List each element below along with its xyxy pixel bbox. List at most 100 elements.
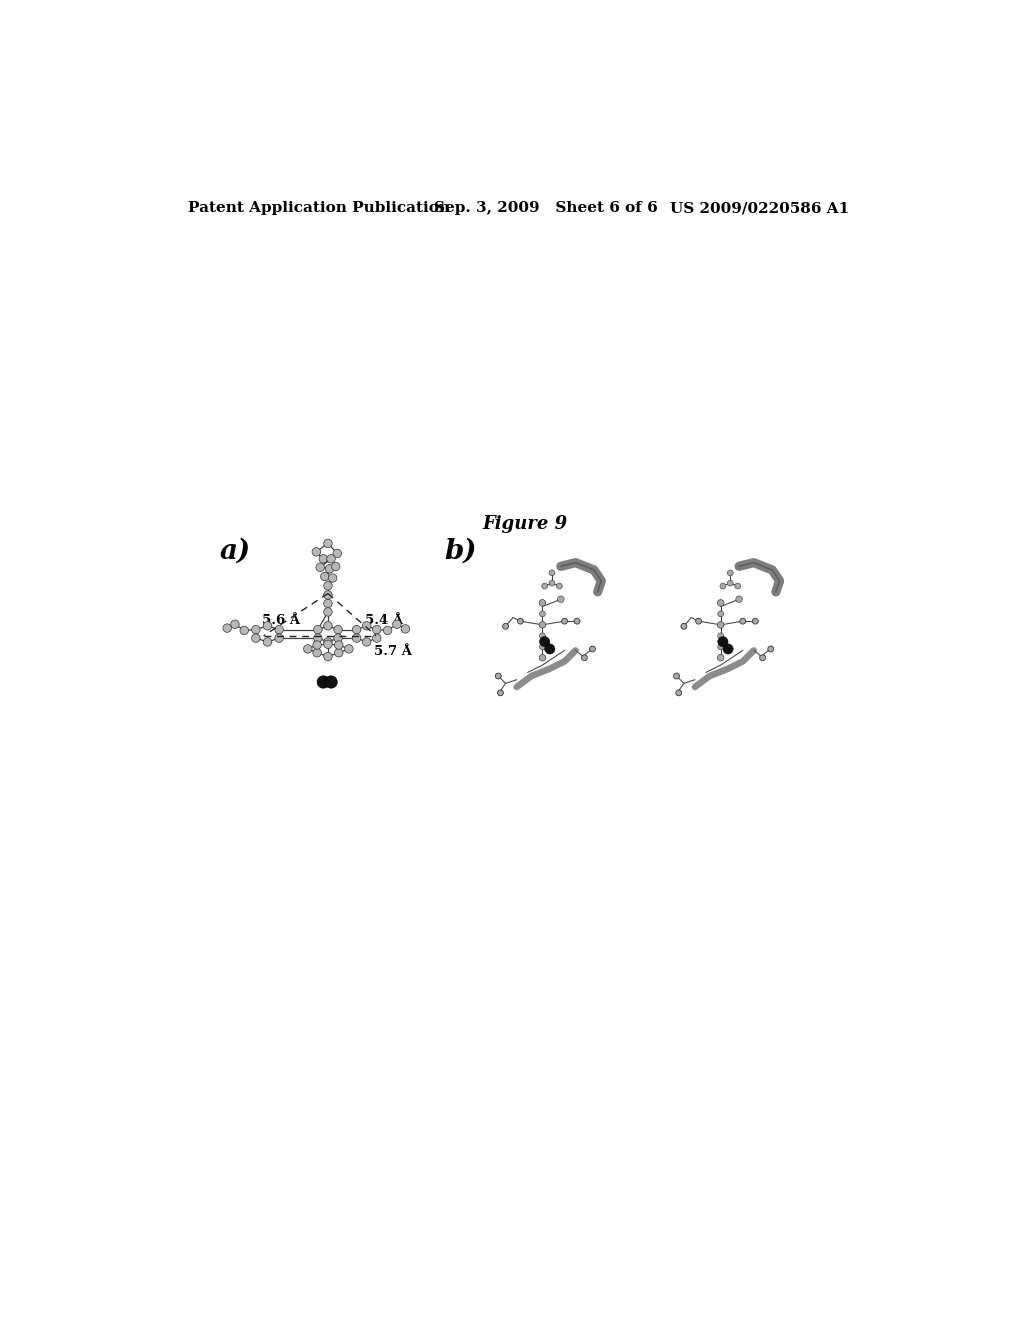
Circle shape — [590, 645, 595, 652]
Text: Figure 9: Figure 9 — [482, 515, 567, 533]
Circle shape — [313, 634, 323, 643]
Text: Patent Application Publication: Patent Application Publication — [188, 202, 451, 215]
Circle shape — [496, 673, 501, 678]
Circle shape — [539, 655, 546, 661]
Circle shape — [540, 644, 546, 649]
Circle shape — [240, 626, 249, 635]
Circle shape — [333, 549, 342, 557]
Circle shape — [539, 599, 546, 606]
Circle shape — [324, 582, 332, 590]
Circle shape — [362, 638, 371, 647]
Circle shape — [718, 622, 724, 628]
Circle shape — [319, 554, 328, 564]
Circle shape — [252, 634, 260, 643]
Circle shape — [325, 676, 337, 688]
Circle shape — [373, 626, 381, 634]
Circle shape — [718, 599, 724, 606]
Circle shape — [274, 634, 284, 643]
Circle shape — [263, 638, 271, 647]
Circle shape — [324, 638, 332, 647]
Circle shape — [223, 624, 231, 632]
Circle shape — [345, 644, 353, 653]
Circle shape — [316, 564, 325, 572]
Circle shape — [676, 690, 682, 696]
Circle shape — [498, 690, 504, 696]
Circle shape — [574, 618, 580, 624]
Circle shape — [545, 644, 555, 655]
Circle shape — [324, 652, 332, 661]
Circle shape — [324, 607, 332, 616]
Circle shape — [718, 655, 724, 661]
Circle shape — [335, 648, 343, 657]
Text: 5.6 Å: 5.6 Å — [262, 614, 300, 627]
Circle shape — [313, 640, 322, 649]
Circle shape — [317, 676, 330, 688]
Circle shape — [324, 640, 332, 648]
Circle shape — [681, 623, 687, 630]
Text: US 2009/0220586 A1: US 2009/0220586 A1 — [671, 202, 850, 215]
Circle shape — [542, 583, 548, 589]
Circle shape — [540, 611, 546, 616]
Circle shape — [324, 591, 332, 599]
Circle shape — [313, 648, 322, 657]
Circle shape — [326, 565, 334, 573]
Circle shape — [540, 655, 546, 661]
Circle shape — [718, 636, 728, 647]
Circle shape — [734, 583, 740, 589]
Circle shape — [582, 655, 588, 661]
Circle shape — [720, 583, 726, 589]
Circle shape — [718, 622, 724, 628]
Text: a): a) — [219, 537, 251, 565]
Circle shape — [539, 622, 546, 628]
Circle shape — [739, 618, 745, 624]
Circle shape — [321, 573, 329, 581]
Text: b): b) — [444, 537, 477, 565]
Circle shape — [674, 673, 680, 678]
Circle shape — [334, 634, 342, 643]
Circle shape — [561, 618, 567, 624]
Circle shape — [335, 640, 343, 649]
Circle shape — [327, 554, 335, 564]
Circle shape — [540, 622, 546, 628]
Circle shape — [392, 620, 401, 628]
Circle shape — [549, 581, 555, 586]
Circle shape — [352, 626, 360, 634]
Circle shape — [274, 626, 284, 634]
Circle shape — [303, 644, 312, 653]
Circle shape — [252, 626, 260, 634]
Circle shape — [718, 644, 724, 649]
Circle shape — [540, 636, 550, 647]
Circle shape — [549, 570, 555, 576]
Circle shape — [324, 599, 332, 607]
Circle shape — [324, 622, 332, 630]
Circle shape — [718, 611, 724, 616]
Circle shape — [718, 601, 724, 606]
Circle shape — [753, 618, 758, 624]
Circle shape — [760, 655, 766, 661]
Circle shape — [312, 548, 321, 556]
Circle shape — [540, 632, 546, 639]
Circle shape — [768, 645, 774, 652]
Circle shape — [557, 595, 564, 602]
Circle shape — [727, 581, 733, 586]
Circle shape — [723, 644, 733, 655]
Circle shape — [373, 634, 381, 643]
Circle shape — [329, 574, 337, 582]
Circle shape — [362, 622, 371, 630]
Circle shape — [313, 626, 323, 634]
Circle shape — [230, 620, 240, 628]
Circle shape — [334, 626, 342, 634]
Circle shape — [718, 632, 724, 639]
Circle shape — [383, 626, 392, 635]
Circle shape — [540, 601, 546, 606]
Circle shape — [324, 539, 332, 548]
Text: Sep. 3, 2009   Sheet 6 of 6: Sep. 3, 2009 Sheet 6 of 6 — [434, 202, 657, 215]
Circle shape — [556, 583, 562, 589]
Circle shape — [401, 624, 410, 634]
Circle shape — [517, 618, 523, 624]
Circle shape — [695, 618, 701, 624]
Circle shape — [263, 622, 271, 630]
Text: 5.7 Å: 5.7 Å — [374, 644, 412, 657]
Circle shape — [332, 562, 340, 570]
Circle shape — [352, 634, 360, 643]
